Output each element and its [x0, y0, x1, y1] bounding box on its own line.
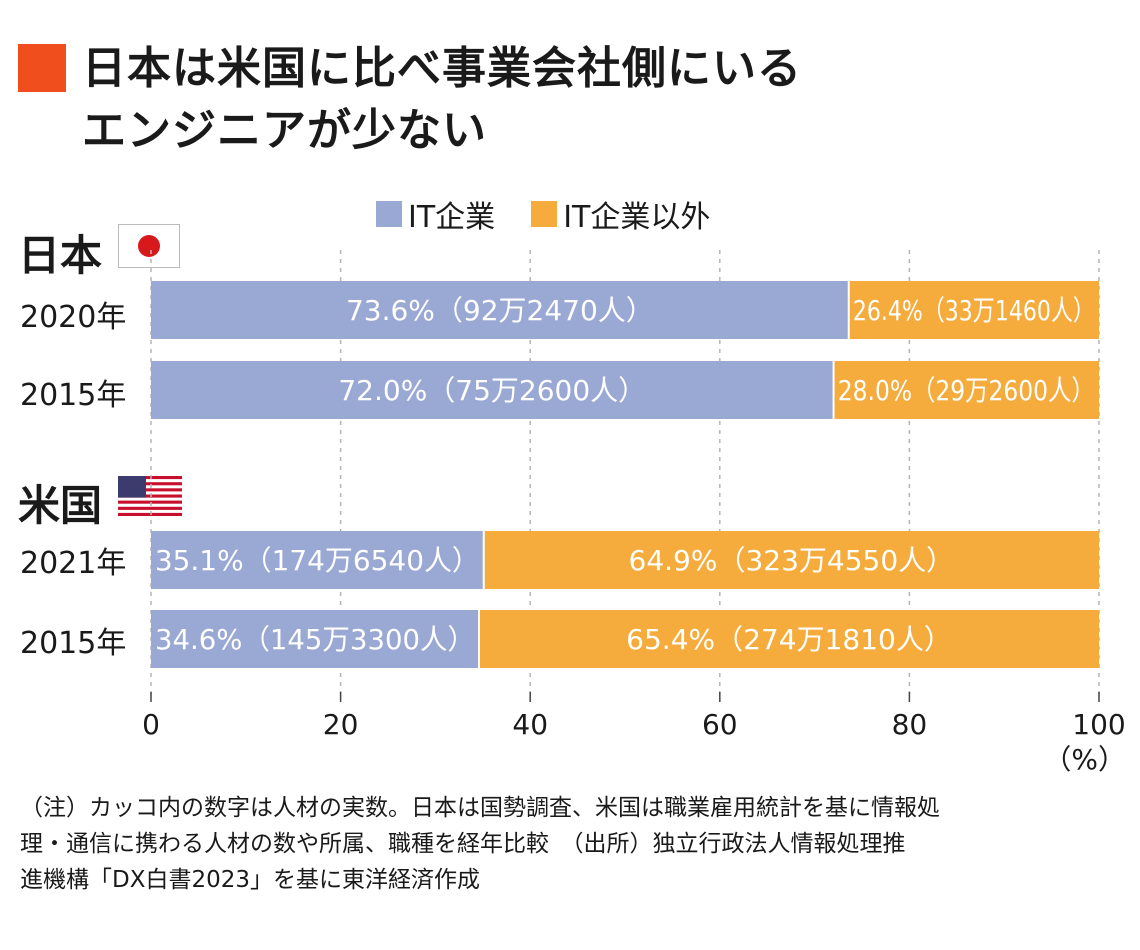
year-label-jp-2015: 2015年: [20, 378, 127, 413]
bar-label-it-1: 72.0%（75万2600人）: [338, 374, 646, 407]
group-label-us: 米国: [18, 481, 103, 530]
x-tick-label-40: 40: [512, 708, 548, 741]
bar-it-3: [151, 610, 480, 668]
legend-label-non-it: IT企業以外: [563, 200, 711, 235]
bar-non-it-2: [483, 531, 1099, 589]
bar-label-non-it-2: 64.9%（323万4550人）: [629, 544, 955, 577]
bar-label-non-it-1: 28.0%（29万2600人）: [838, 374, 1095, 407]
bar-it-1: [151, 361, 834, 419]
chart-title: 日本は米国に比べ事業会社側にいる エンジニアが少ない: [82, 38, 802, 162]
japan-flag-icon: [118, 224, 180, 268]
legend-item-non-it: IT企業以外: [531, 192, 710, 236]
bar-label-it-3: 34.6%（145万3300人）: [155, 623, 475, 656]
bar-label-non-it-0: 26.4%（33万1460人）: [853, 294, 1095, 327]
title-line-2: エンジニアが少ない: [82, 105, 487, 156]
bar-label-it-0: 73.6%（92万2470人）: [346, 294, 654, 327]
bar-it-0: [151, 281, 849, 339]
bar-it-2: [151, 531, 484, 589]
legend-swatch-it: [376, 201, 402, 227]
legend-swatch-non-it: [531, 201, 558, 227]
footnote: （注）カッコ内の数字は人材の実数。日本は国勢調査、米国は職業雇用統計を基に情報処…: [20, 790, 1125, 898]
us-flag-icon: [118, 476, 182, 516]
legend-item-it: IT企業: [376, 192, 495, 236]
bar-non-it-1: [833, 361, 1099, 419]
title-line-1: 日本は米国に比べ事業会社側にいる: [82, 43, 802, 94]
bar-non-it-3: [479, 610, 1099, 668]
x-tick-label-60: 60: [702, 708, 738, 741]
year-label-us-2015: 2015年: [20, 626, 127, 661]
legend: IT企業 IT企業以外: [376, 192, 746, 236]
legend-label-it: IT企業: [408, 200, 496, 235]
x-axis-unit: （%）: [1043, 743, 1126, 776]
x-tick-label-80: 80: [892, 708, 928, 741]
bar-label-non-it-3: 65.4%（274万1810人）: [626, 623, 952, 656]
footnote-line-1: （注）カッコ内の数字は人材の実数。日本は国勢調査、米国は職業雇用統計を基に情報処: [20, 795, 940, 821]
footnote-line-2: 理・通信に携わる人材の数や所属、職種を経年比較 （出所）独立行政法人情報処理推: [20, 831, 906, 857]
x-tick-label-20: 20: [323, 708, 359, 741]
stacked-bar-chart: 0 20 40 60 80 100 73.6%（92万2470人） 26.4%（33万1460…: [142, 250, 1126, 741]
bar-label-it-2: 35.1%（174万6540人）: [155, 544, 480, 577]
footnote-line-3: 進機構「DX白書2023」を基に東洋経済作成: [20, 867, 480, 893]
year-label-us-2021: 2021年: [20, 546, 127, 581]
x-tick-label-0: 0: [142, 708, 160, 741]
bar-non-it-0: [848, 281, 1099, 339]
year-label-jp-2020: 2020年: [20, 300, 127, 335]
title-marker: [18, 44, 66, 92]
x-tick-label-100: 100: [1072, 708, 1125, 741]
group-label-japan: 日本: [18, 231, 103, 280]
